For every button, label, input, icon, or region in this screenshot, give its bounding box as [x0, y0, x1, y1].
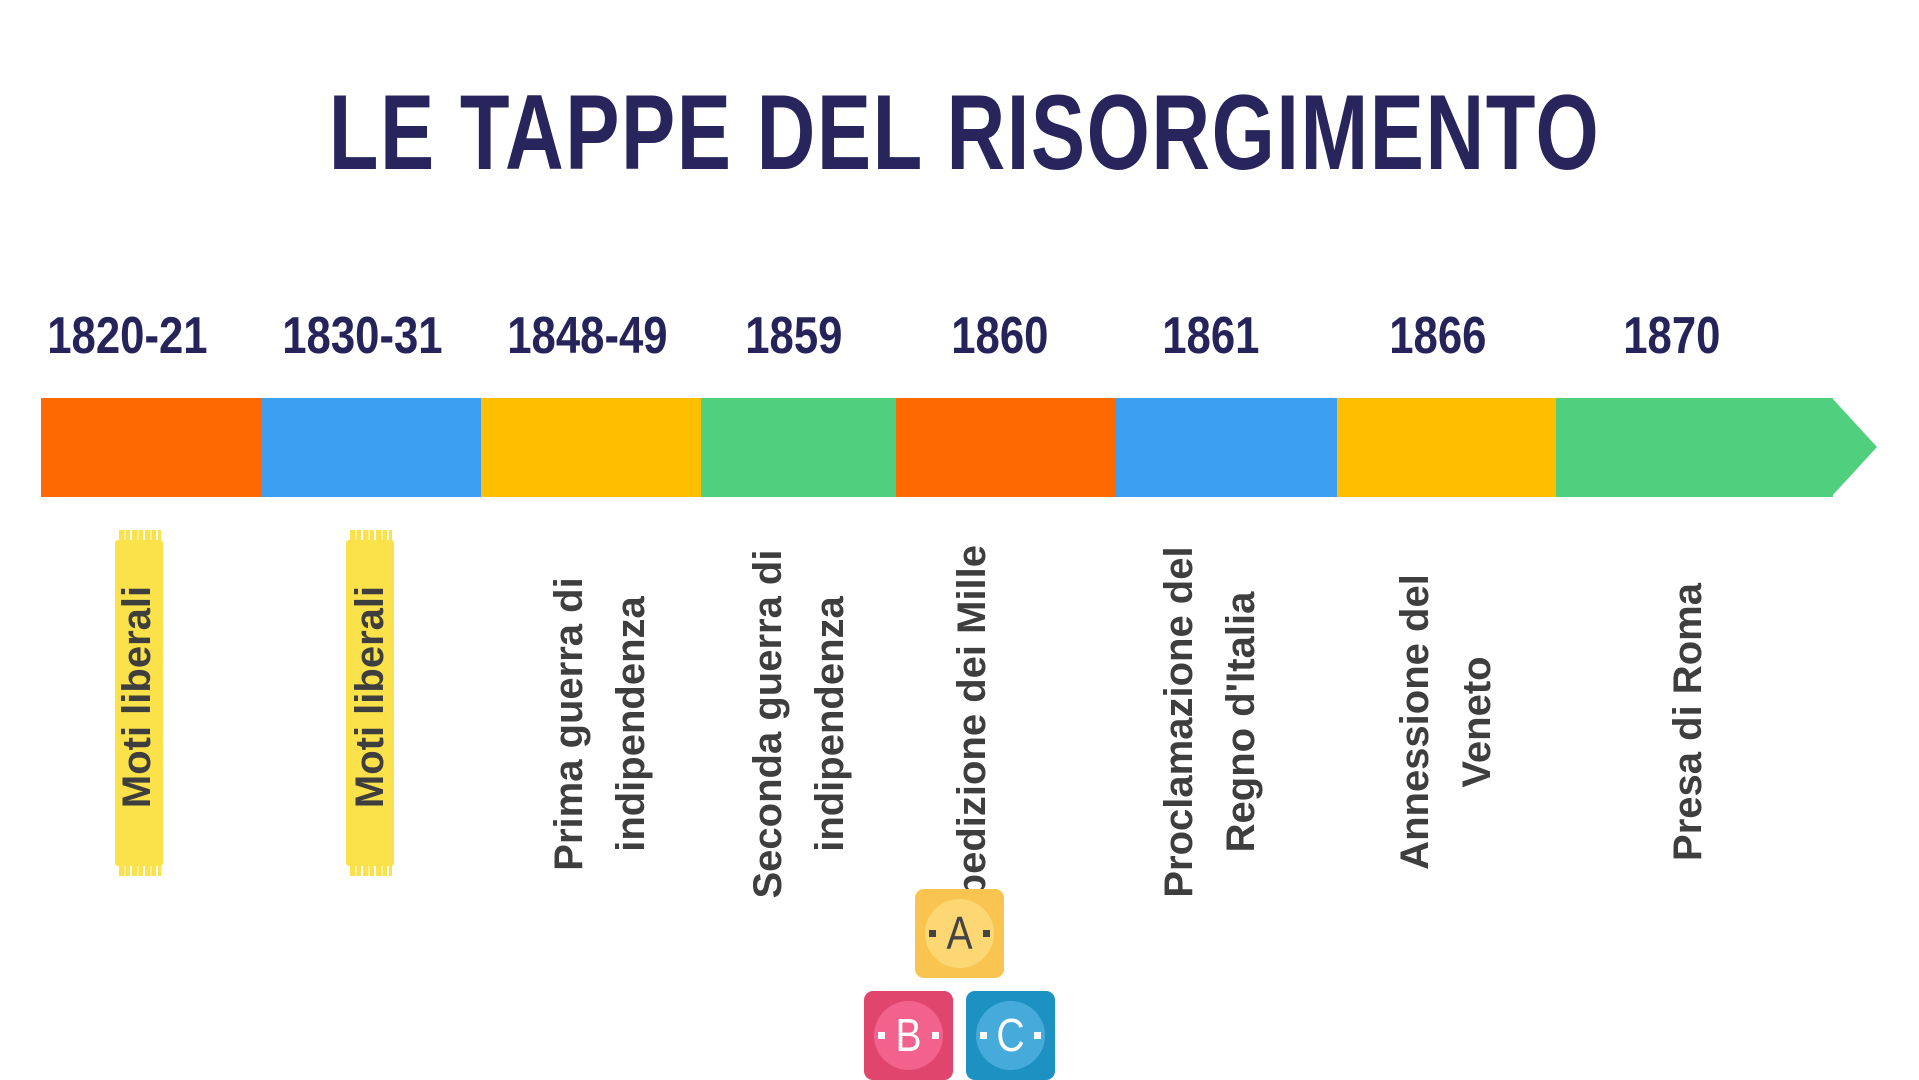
timeline-segment-1848 — [481, 398, 701, 497]
event-label-annessione-veneto: Annessione del Veneto — [1384, 492, 1508, 952]
highlight-1820 — [115, 530, 163, 876]
event-text-line-1: Proclamazione del — [1157, 546, 1201, 898]
block-a-icon: A — [915, 889, 1004, 978]
year-label-1848: 1848-49 — [457, 306, 717, 366]
event-text-line-1: Annessione del — [1393, 574, 1437, 870]
year-text: 1870 — [1623, 307, 1721, 365]
timeline-segment-1861 — [1116, 398, 1337, 497]
block-c-icon: C — [966, 991, 1055, 1080]
year-text: 1848-49 — [506, 307, 668, 365]
year-text: 1820-21 — [46, 307, 208, 365]
event-text: Moti liberali — [348, 585, 392, 809]
block-b-icon: B — [864, 991, 953, 1080]
block-letter: C — [996, 1009, 1025, 1061]
event-text-line-1: Seconda guerra di — [746, 549, 790, 899]
year-label-1859: 1859 — [664, 306, 924, 366]
year-text: 1860 — [951, 307, 1049, 365]
year-label-1830: 1830-31 — [232, 306, 492, 366]
timeline-segment-1866 — [1337, 398, 1556, 497]
title-text: LE TAPPE DEL RISORGIMENTO — [328, 72, 1601, 192]
year-label-1860: 1860 — [870, 306, 1130, 366]
year-text: 1866 — [1389, 307, 1487, 365]
event-label-moti-liberali-1820: Moti liberali — [106, 467, 168, 927]
year-text: 1830-31 — [281, 307, 443, 365]
year-label-1861: 1861 — [1081, 306, 1341, 366]
event-label-seconda-guerra: Seconda guerra di indipendenza — [737, 494, 861, 954]
event-text-line-2: indipendenza — [609, 596, 653, 852]
timeline-segment-1860 — [896, 398, 1116, 497]
year-label-1870: 1870 — [1542, 306, 1802, 366]
block-letter: B — [895, 1009, 922, 1061]
timeline-segment-1820 — [41, 398, 261, 497]
event-text: Moti liberali — [115, 585, 159, 809]
timeline-segment-1859 — [701, 398, 896, 497]
event-text-line-2: indipendenza — [808, 596, 852, 852]
page-title: LE TAPPE DEL RISORGIMENTO — [0, 72, 1919, 192]
event-text-line-1: Prima guerra di — [547, 577, 591, 871]
block-letter: A — [946, 907, 973, 959]
event-text: Presa di Roma — [1666, 583, 1710, 861]
event-label-moti-liberali-1830: Moti liberali — [339, 467, 401, 927]
highlight-1830 — [346, 530, 394, 876]
year-text: 1859 — [745, 307, 843, 365]
timeline-segment-1830 — [261, 398, 481, 497]
arrow-head-icon — [1832, 398, 1877, 496]
event-label-prima-guerra: Prima guerra di indipendenza — [538, 494, 662, 954]
event-label-proclamazione-regno: Proclamazione del Regno d'Italia — [1148, 492, 1272, 952]
year-text: 1861 — [1162, 307, 1260, 365]
year-label-1866: 1866 — [1308, 306, 1568, 366]
timeline-segment-1870 — [1556, 398, 1833, 497]
event-text-line-2: Veneto — [1455, 656, 1499, 788]
event-label-presa-roma: Presa di Roma — [1657, 492, 1719, 952]
event-text-line-2: Regno d'Italia — [1219, 591, 1263, 853]
year-label-1820: 1820-21 — [0, 306, 257, 366]
